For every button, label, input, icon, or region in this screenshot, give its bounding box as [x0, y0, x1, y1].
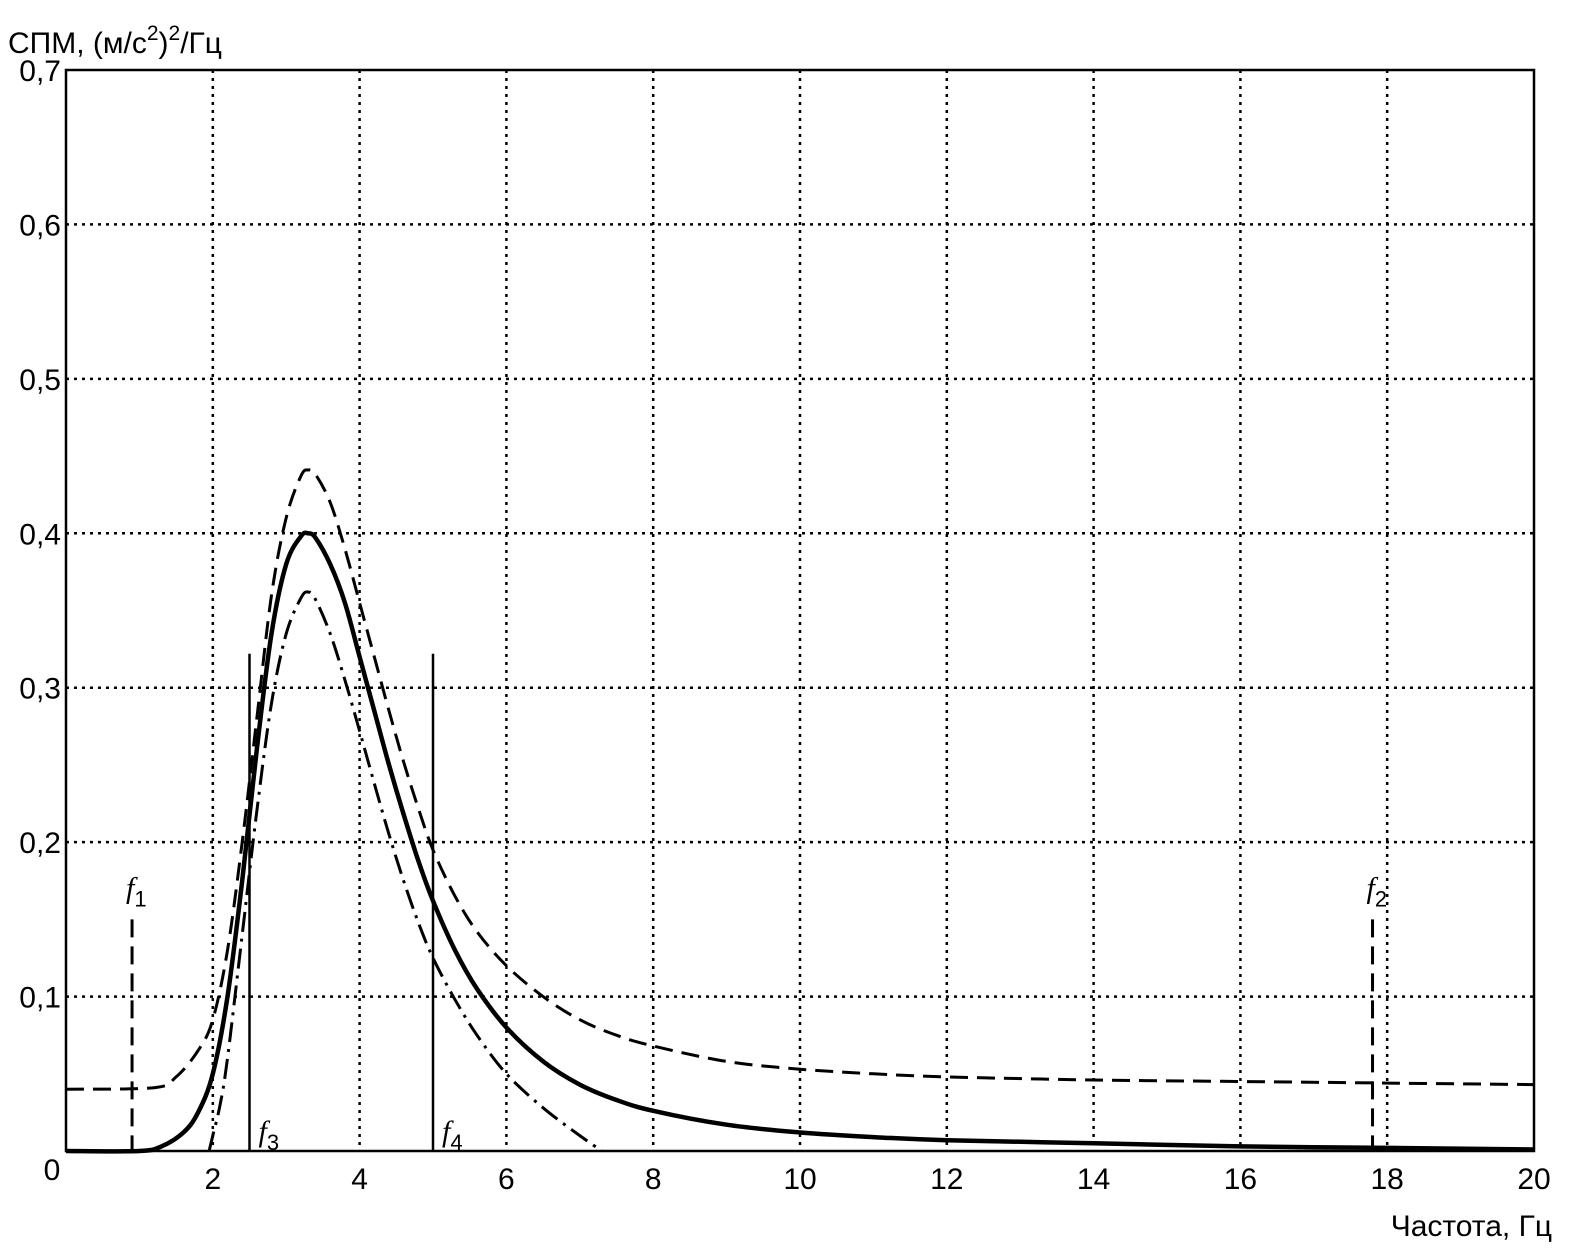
y-tick-label: 0,4	[19, 518, 61, 551]
marker-label-f4: f4	[442, 1115, 463, 1155]
y-tick-label: 0,2	[19, 827, 61, 860]
y-tick-label: 0,6	[19, 209, 61, 242]
x-tick-label: 20	[1517, 1163, 1550, 1196]
x-tick-label: 2	[204, 1163, 221, 1196]
series-dash-dot-line	[207, 590, 603, 1153]
tick-labels: 2 4 6 8 10 12 14 16 18 20 0,1 0,2 0,3 0,4 0,5 0,6 0,7	[19, 55, 1550, 1196]
x-tick-label: 8	[645, 1163, 662, 1196]
x-tick-label: 18	[1371, 1163, 1404, 1196]
y-axis-label: СПМ, (м/с2)2/Гц	[8, 22, 222, 60]
x-tick-label: 12	[930, 1163, 963, 1196]
series-group	[65, 468, 1535, 1154]
frequency-markers: f1 f2 f3 f4	[126, 653, 1388, 1155]
marker-label-f1: f1	[126, 871, 147, 911]
x-axis-label: Частота, Гц	[1391, 1210, 1552, 1243]
marker-label-f2: f2	[1367, 871, 1388, 911]
marker-label-f3: f3	[259, 1115, 280, 1155]
x-tick-label: 4	[351, 1163, 368, 1196]
series-solid-line	[65, 530, 1535, 1154]
origin-label: 0	[44, 1154, 61, 1187]
x-tick-label: 10	[783, 1163, 816, 1196]
x-tick-label: 6	[498, 1163, 515, 1196]
plot-frame	[64, 68, 1536, 1153]
series-dashed-line	[65, 468, 1535, 1091]
y-tick-label: 0,7	[19, 55, 61, 88]
y-tick-label: 0,5	[19, 364, 61, 397]
x-tick-label: 14	[1077, 1163, 1110, 1196]
x-tick-label: 16	[1224, 1163, 1257, 1196]
grid	[66, 70, 1534, 1151]
y-tick-label: 0,3	[19, 673, 61, 706]
y-tick-label: 0,1	[19, 982, 61, 1015]
